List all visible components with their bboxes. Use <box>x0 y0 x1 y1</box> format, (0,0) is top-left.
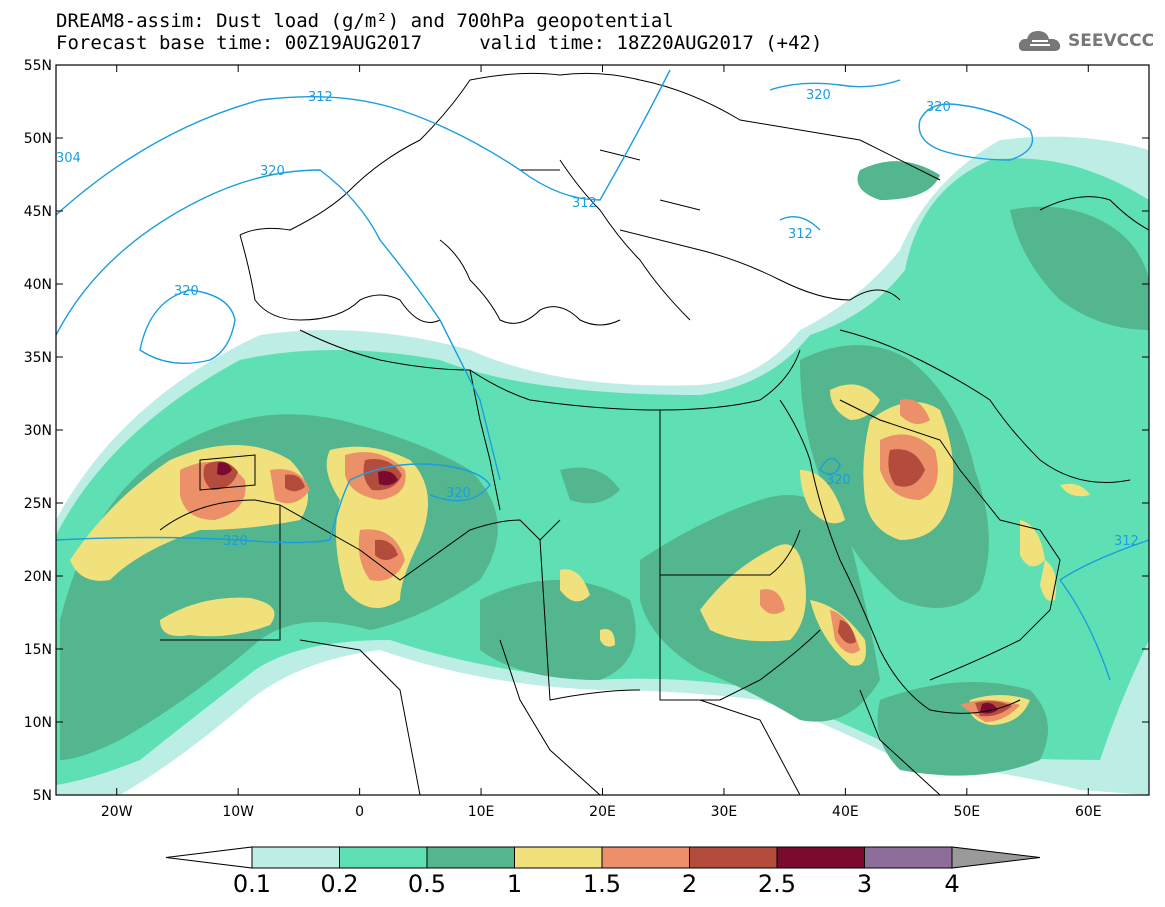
colorbar-under-arrow <box>165 846 253 869</box>
lat-label: 30N <box>24 423 52 439</box>
contour-labels: 312 320 304 320 320 312 320 320 312 320 … <box>56 88 1139 549</box>
colorbar-box <box>339 846 428 869</box>
contour-label: 320 <box>446 486 471 501</box>
lon-label: 20E <box>589 804 616 820</box>
lon-label: 40E <box>832 804 859 820</box>
colorbar-label: 3 <box>857 870 872 898</box>
contour-label: 320 <box>174 284 199 299</box>
dust-field: 312 320 304 320 320 312 320 320 312 320 … <box>56 65 1149 795</box>
contour-label: 320 <box>260 164 285 179</box>
map-title: DREAM8-assim: Dust load (g/m²) and 700hP… <box>56 10 674 32</box>
cloud-icon <box>1018 31 1061 51</box>
colorbar-label: 1 <box>507 870 522 898</box>
colorbar-label: 0.5 <box>408 870 446 898</box>
lon-label: 10E <box>468 804 495 820</box>
contour-label: 320 <box>806 88 831 103</box>
colorbar-box <box>864 846 953 869</box>
lon-label: 0 <box>355 804 364 820</box>
longitude-axis: 20W 10W 0 10E 20E 30E 40E 50E 60E <box>101 65 1102 820</box>
contour-label: 320 <box>926 100 951 115</box>
contour-label: 304 <box>56 151 81 166</box>
colorbar-over-arrow <box>951 846 1041 869</box>
contour-label: 312 <box>788 227 813 242</box>
colorbar-box <box>776 846 865 869</box>
contour-label: 320 <box>826 473 851 488</box>
contour-label: 320 <box>223 534 248 549</box>
colorbar-box <box>601 846 690 869</box>
lat-label: 10N <box>24 715 52 731</box>
lon-label: 50E <box>953 804 980 820</box>
lat-label: 20N <box>24 569 52 585</box>
latitude-axis: 55N 50N 45N 40N 35N 30N 25N 20N 15N 10N 5N <box>24 58 1149 804</box>
colorbar-label: 0.2 <box>320 870 358 898</box>
lat-label: 55N <box>24 58 52 74</box>
colorbar-label: 0.1 <box>233 870 271 898</box>
colorbar-box <box>514 846 603 869</box>
lat-label: 40N <box>24 277 52 293</box>
dust-level-2.5 <box>217 462 998 714</box>
lon-label: 10W <box>222 804 254 820</box>
colorbar-box <box>251 846 340 869</box>
lat-label: 25N <box>24 496 52 512</box>
lat-label: 45N <box>24 204 52 220</box>
country-borders <box>159 72 1149 795</box>
lon-label: 60E <box>1075 804 1102 820</box>
contour-label: 312 <box>308 90 333 105</box>
lat-label: 35N <box>24 350 52 366</box>
forecast-time-line: Forecast base time: 00Z19AUG2017 valid t… <box>56 32 823 54</box>
lat-label: 50N <box>24 131 52 147</box>
seevccc-logo: SEEVCCC <box>1018 27 1158 57</box>
colorbar-box <box>689 846 778 869</box>
geopotential-contours <box>56 69 1149 681</box>
colorbar-label: 1.5 <box>583 870 621 898</box>
contour-label: 312 <box>1114 534 1139 549</box>
lat-label: 15N <box>24 642 52 658</box>
colorbar-label: 2.5 <box>758 870 796 898</box>
lon-label: 30E <box>711 804 738 820</box>
colorbar-label: 2 <box>682 870 697 898</box>
colorbar-label: 4 <box>944 870 959 898</box>
lon-label: 20W <box>101 804 133 820</box>
dust-level-0.2 <box>56 158 1149 786</box>
colorbar-box <box>426 846 515 869</box>
lat-label: 5N <box>33 788 52 804</box>
logo-text: SEEVCCC <box>1068 31 1155 51</box>
contour-label: 312 <box>572 196 597 211</box>
colorbar: 0.1 0.2 0.5 1 1.5 2 2.5 3 4 <box>165 846 1041 898</box>
